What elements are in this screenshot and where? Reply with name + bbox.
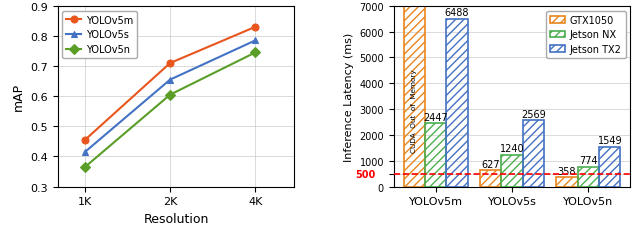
Text: 627: 627 — [481, 159, 500, 169]
X-axis label: Resolution: Resolution — [143, 212, 209, 225]
Bar — [523, 121, 544, 187]
Line: YOLOv5s: YOLOv5s — [81, 38, 259, 156]
Y-axis label: Inference Latency (ms): Inference Latency (ms) — [344, 32, 354, 161]
Bar — [501, 155, 523, 187]
YOLOv5n — [252, 52, 259, 55]
Text: 774: 774 — [579, 155, 598, 165]
Bar — [578, 167, 599, 187]
YOLOv5n — [166, 94, 174, 97]
Text: 500: 500 — [356, 169, 376, 179]
Text: 2447: 2447 — [423, 112, 448, 122]
Bar — [425, 124, 446, 187]
Line: YOLOv5n: YOLOv5n — [81, 50, 259, 171]
Text: 358: 358 — [558, 166, 576, 176]
Text: 1240: 1240 — [500, 143, 524, 153]
Legend: YOLOv5m, YOLOv5s, YOLOv5n: YOLOv5m, YOLOv5s, YOLOv5n — [63, 12, 137, 59]
YOLOv5m — [81, 139, 89, 142]
Legend: GTX1050, Jetson NX, Jetson TX2: GTX1050, Jetson NX, Jetson TX2 — [547, 12, 625, 59]
Bar — [556, 178, 578, 187]
YOLOv5m — [166, 62, 174, 65]
Bar — [480, 171, 501, 187]
YOLOv5s — [166, 79, 174, 82]
Bar — [404, 0, 425, 187]
Bar — [599, 147, 620, 187]
Line: YOLOv5m: YOLOv5m — [81, 24, 259, 144]
Bar — [446, 20, 468, 187]
Text: 1549: 1549 — [598, 135, 622, 145]
Text: 2569: 2569 — [521, 109, 546, 119]
YOLOv5s — [81, 151, 89, 154]
Text: 6488: 6488 — [445, 8, 469, 18]
YOLOv5m — [252, 26, 259, 29]
Text: CUDA  Out  of  Memory: CUDA Out of Memory — [412, 70, 417, 153]
YOLOv5n — [81, 166, 89, 169]
Y-axis label: mAP: mAP — [12, 83, 24, 111]
YOLOv5s — [252, 40, 259, 43]
